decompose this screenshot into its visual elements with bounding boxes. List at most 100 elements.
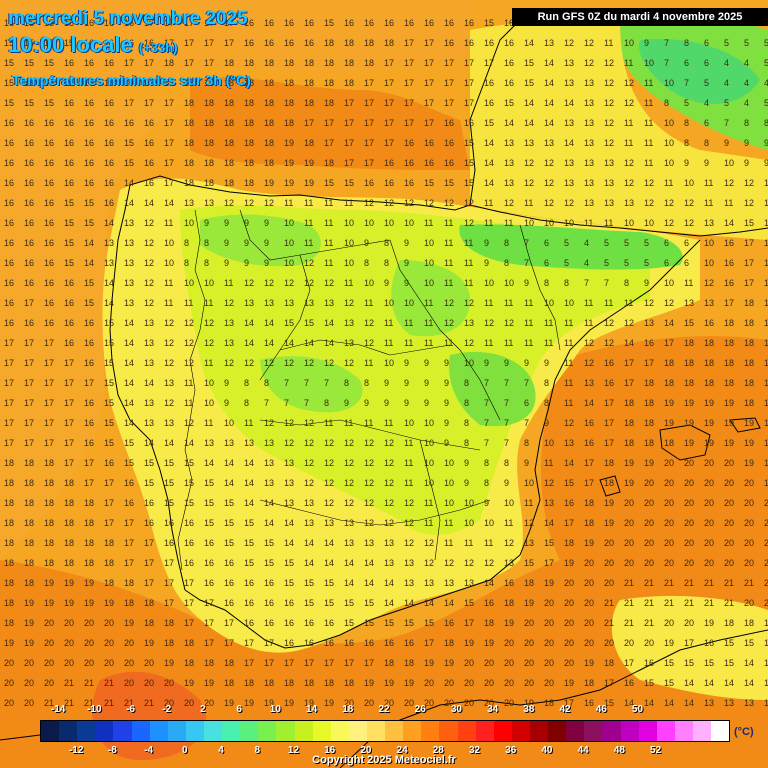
grid-value: 12 xyxy=(684,198,695,208)
grid-value: 16 xyxy=(104,198,115,208)
grid-value: 11 xyxy=(324,218,334,228)
grid-value: 18 xyxy=(24,498,35,508)
grid-value: 10 xyxy=(624,38,635,48)
legend-label: 40 xyxy=(541,745,553,756)
grid-value: 11 xyxy=(344,198,354,208)
grid-value: 8 xyxy=(524,438,530,448)
grid-value: 13 xyxy=(764,198,768,208)
grid-value: 18 xyxy=(4,558,15,568)
grid-value: 18 xyxy=(324,98,335,108)
grid-value: 10 xyxy=(544,218,555,228)
grid-value: 18 xyxy=(604,658,615,668)
grid-value: 7 xyxy=(324,378,330,388)
grid-value: 20 xyxy=(544,658,555,668)
grid-value: 10 xyxy=(484,278,495,288)
grid-value: 20 xyxy=(464,658,475,668)
grid-value: 13 xyxy=(464,318,475,328)
grid-value: 11 xyxy=(644,138,654,148)
grid-value: 15 xyxy=(564,478,575,488)
grid-value: 17 xyxy=(124,518,135,528)
grid-value: 11 xyxy=(524,198,534,208)
grid-value: 14 xyxy=(484,138,495,148)
grid-value: 8 xyxy=(624,278,630,288)
grid-value: 10 xyxy=(164,238,175,248)
grid-value: 17 xyxy=(484,58,495,68)
grid-value: 9 xyxy=(424,398,430,408)
grid-value: 20 xyxy=(504,658,515,668)
grid-value: 18 xyxy=(184,78,195,88)
grid-value: 18 xyxy=(264,98,275,108)
grid-value: 8 xyxy=(464,378,470,388)
grid-value: 18 xyxy=(644,438,655,448)
grid-value: 18 xyxy=(184,658,195,668)
grid-value: 16 xyxy=(44,238,55,248)
grid-value: 17 xyxy=(84,478,95,488)
grid-value: 6 xyxy=(664,238,670,248)
grid-value: 19 xyxy=(444,658,455,668)
grid-value: 16 xyxy=(284,638,295,648)
grid-value: 14 xyxy=(144,438,155,448)
grid-value: 15 xyxy=(384,618,395,628)
grid-value: 17 xyxy=(404,58,415,68)
grid-value: 15 xyxy=(324,578,335,588)
grid-value: 20 xyxy=(504,698,515,708)
grid-value: 9 xyxy=(224,238,230,248)
grid-value: 12 xyxy=(304,358,315,368)
grid-value: 14 xyxy=(124,358,135,368)
grid-value: 19 xyxy=(124,618,135,628)
grid-value: 12 xyxy=(644,178,655,188)
grid-value: 18 xyxy=(284,98,295,108)
grid-value: 18 xyxy=(64,558,75,568)
grid-value: 17 xyxy=(44,438,55,448)
grid-value: 18 xyxy=(244,178,255,188)
grid-value: 14 xyxy=(744,678,755,688)
grid-value: 20 xyxy=(504,638,515,648)
grid-value: 20 xyxy=(624,558,635,568)
grid-value: 5 xyxy=(564,258,570,268)
grid-value: 5 xyxy=(564,238,570,248)
grid-value: 11 xyxy=(484,538,494,548)
grid-value: 11 xyxy=(164,218,174,228)
grid-value: 10 xyxy=(524,478,535,488)
grid-value: 14 xyxy=(544,98,555,108)
grid-value: 17 xyxy=(764,238,768,248)
grid-value: 17 xyxy=(764,618,768,628)
grid-value: 12 xyxy=(604,98,615,108)
grid-value: 21 xyxy=(84,678,95,688)
grid-value: 10 xyxy=(164,258,175,268)
grid-value: 18 xyxy=(284,678,295,688)
grid-value: 9 xyxy=(484,498,490,508)
grid-value: 17 xyxy=(24,398,35,408)
grid-value: 7 xyxy=(524,378,530,388)
grid-value: 15 xyxy=(224,538,235,548)
grid-value: 12 xyxy=(204,338,215,348)
grid-value: 13 xyxy=(344,338,355,348)
legend-label: 12 xyxy=(287,745,300,756)
grid-value: 9 xyxy=(344,398,350,408)
grid-value: 19 xyxy=(524,698,535,708)
grid-value: 10 xyxy=(424,258,435,268)
grid-value: 16 xyxy=(484,98,495,108)
grid-value: 12 xyxy=(384,518,395,528)
grid-value: 10 xyxy=(204,278,215,288)
local-time: 10:00 locale xyxy=(8,32,133,57)
grid-value: 16 xyxy=(84,358,95,368)
grid-value: 15 xyxy=(424,618,435,628)
grid-value: 21 xyxy=(104,698,115,708)
grid-value: 18 xyxy=(584,518,595,528)
grid-value: 17 xyxy=(364,98,375,108)
grid-value: 17 xyxy=(344,158,355,168)
grid-value: 18 xyxy=(244,118,255,128)
grid-value: 15 xyxy=(104,398,115,408)
grid-value: 18 xyxy=(64,518,75,528)
grid-value: 10 xyxy=(424,418,435,428)
grid-value: 16 xyxy=(324,618,335,628)
grid-value: 18 xyxy=(204,78,215,88)
grid-value: 18 xyxy=(104,538,115,548)
grid-value: 15 xyxy=(744,218,755,228)
grid-value: 16 xyxy=(104,118,115,128)
grid-value: 5 xyxy=(704,78,710,88)
grid-value: 18 xyxy=(244,98,255,108)
grid-value: 12 xyxy=(284,418,295,428)
grid-value: 17 xyxy=(164,18,175,28)
